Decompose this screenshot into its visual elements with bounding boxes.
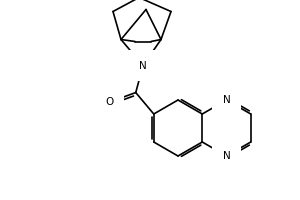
Text: O: O <box>105 97 114 107</box>
Text: N: N <box>223 95 230 105</box>
Text: N: N <box>139 61 147 71</box>
Text: N: N <box>223 151 230 161</box>
